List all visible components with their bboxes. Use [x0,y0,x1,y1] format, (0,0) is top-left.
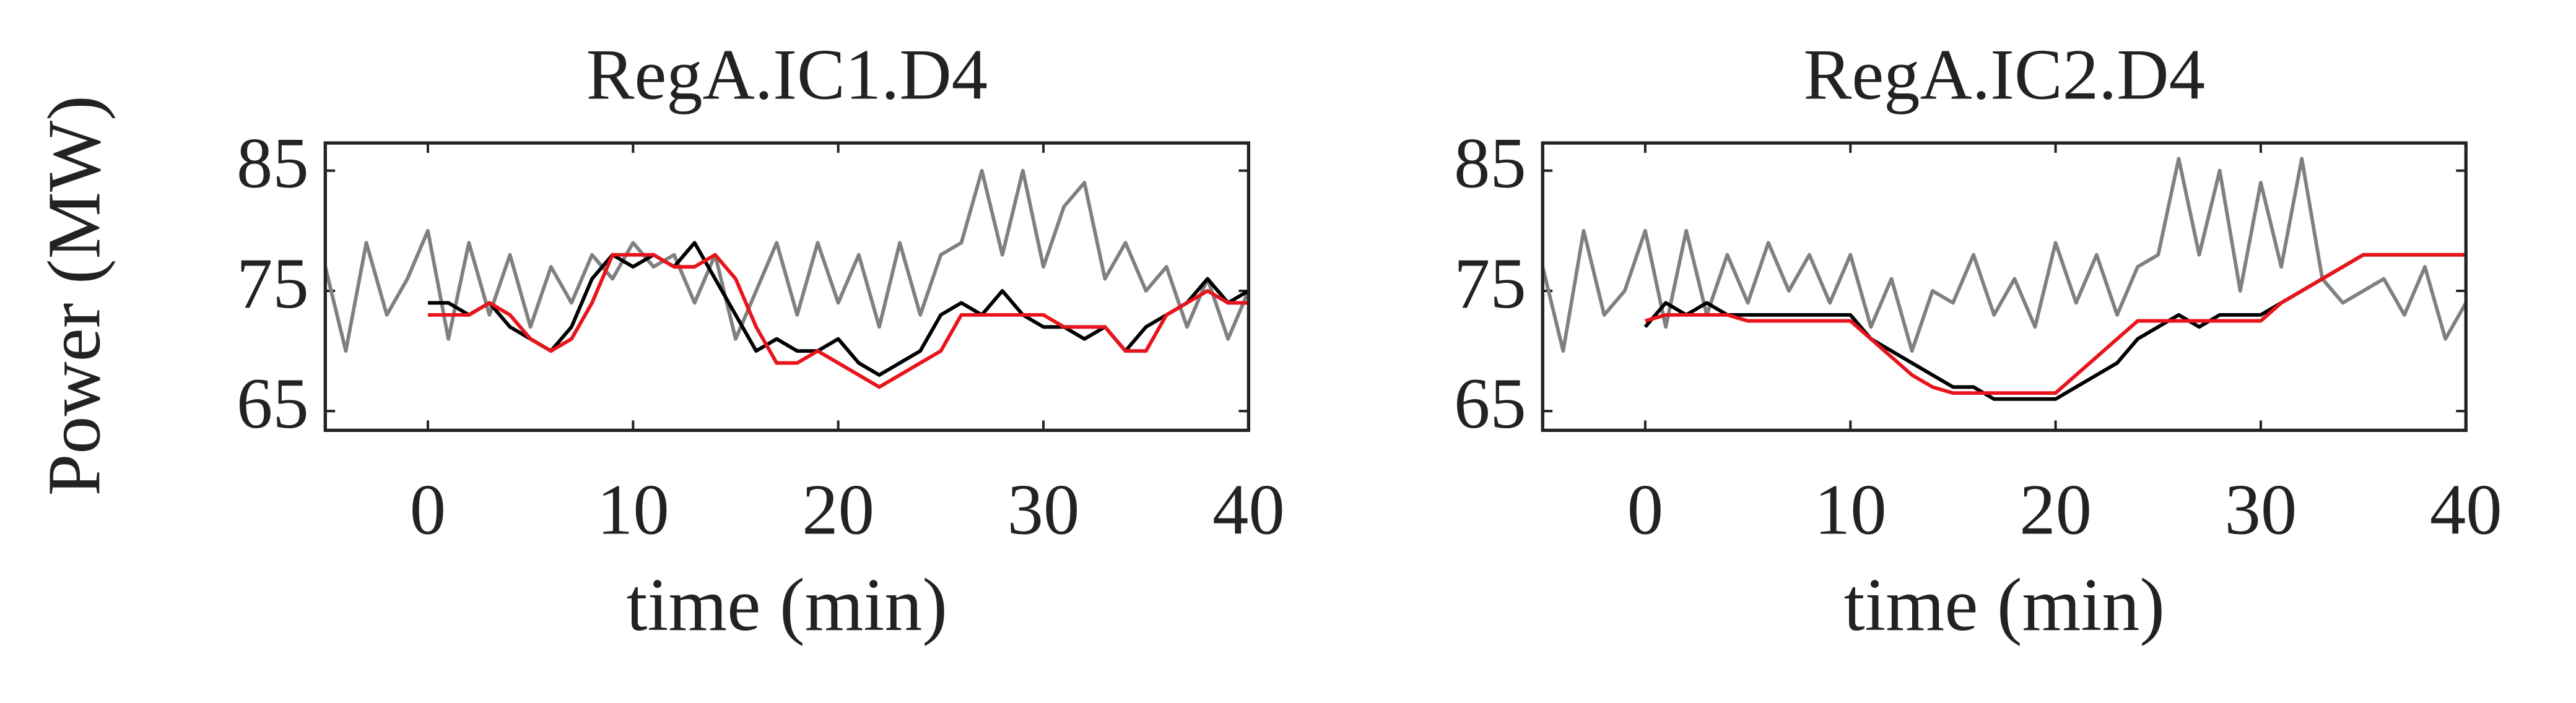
x-axis-label: time (min) [627,563,948,647]
series-line [427,252,1249,389]
y-tick-label: 65 [1454,364,1526,444]
series-line [1643,252,2466,401]
plot-frame [1541,141,2468,432]
y-axis-label: Power (MW) [33,95,116,496]
series-line [1543,157,2466,353]
x-tick-label: 10 [1814,470,1887,550]
chart-title: RegA.IC2.D4 [1804,35,2205,115]
x-tick-label: 30 [1007,470,1080,550]
x-tick-label: 20 [802,470,874,550]
x-tick-label: 40 [1212,470,1285,550]
series-line [1645,252,2466,395]
x-tick-label: 30 [2225,470,2297,550]
x-tick-label: 20 [2019,470,2092,550]
x-axis-label: time (min) [1843,563,2165,647]
y-tick-label: 75 [237,244,309,324]
x-tick-label: 10 [597,470,669,550]
y-tick-label: 85 [1454,124,1526,204]
chart-title: RegA.IC1.D4 [586,35,988,115]
series-line [325,168,1249,353]
x-tick-label: 0 [1627,470,1663,550]
x-tick-label: 0 [410,470,446,550]
series-line [427,241,1249,377]
y-tick-label: 75 [1454,244,1526,324]
y-tick-label: 65 [237,364,309,444]
x-tick-label: 40 [2430,470,2502,550]
y-tick-label: 85 [237,124,309,204]
plot-frame [323,141,1250,432]
